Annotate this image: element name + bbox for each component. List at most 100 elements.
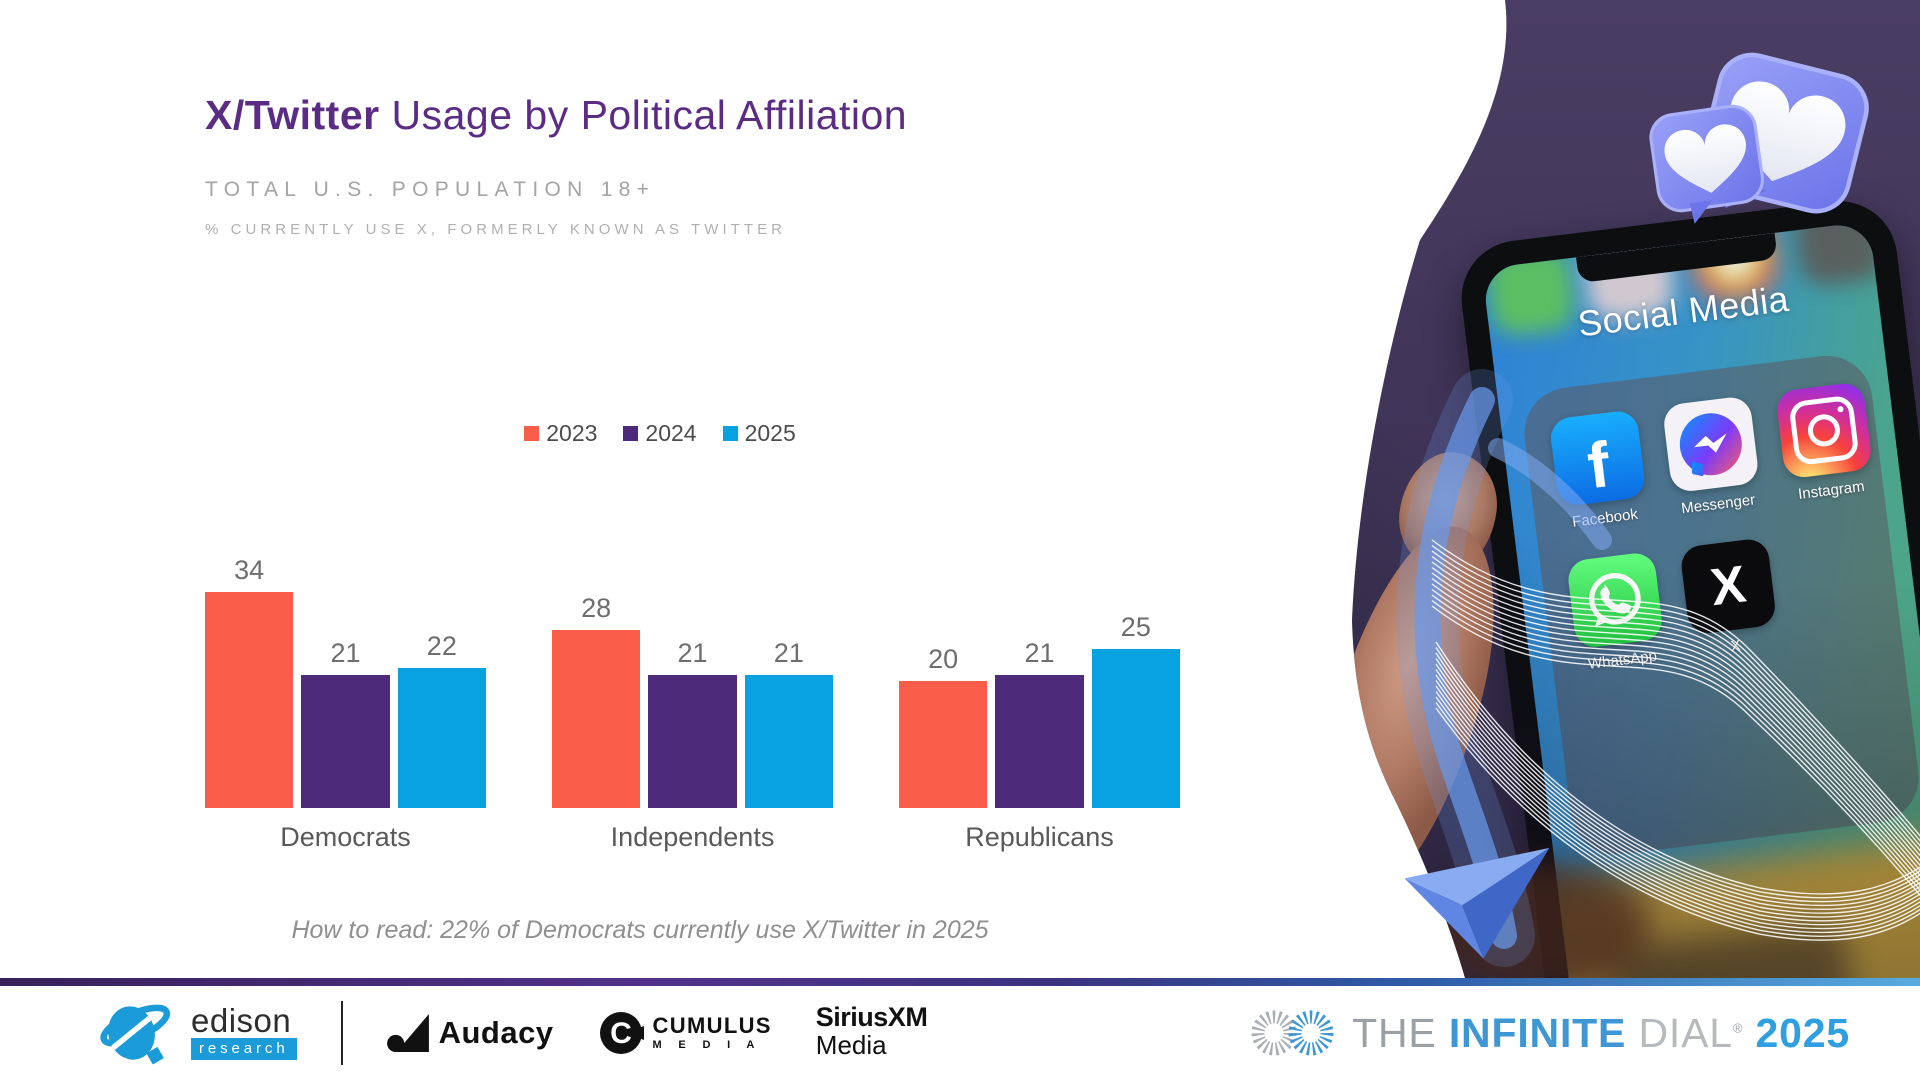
bar-2024-Democrats: 21 [301,638,390,808]
brand-registered: ® [1732,1019,1744,1035]
legend-item-2023: 2023 [524,420,597,447]
messenger-app: Messenger [1660,395,1765,518]
bar-value-label: 34 [234,555,265,585]
cumulus-wordmark: CUMULUS M E D I A [652,1012,772,1051]
legend-swatch [623,426,639,441]
legend-label: 2025 [744,420,796,446]
bar-2023-Independents: 28 [552,593,641,808]
edison-name: edison [191,1002,292,1039]
whatsapp-app-icon [1566,551,1664,649]
category-label-Republicans: Republicans [965,822,1114,852]
siriusxm-line1: SiriusXM [815,1002,928,1032]
app-label: WhatsApp [1587,647,1658,673]
bar-group-Independents: 28 21 21 [552,548,833,808]
page-title: X/Twitter Usage by Political Affiliation [205,92,907,139]
blurred-app-blob [1484,244,1578,338]
how-to-read-note: How to read: 22% of Democrats currently … [291,916,989,944]
bar-group-Democrats: 34 21 22 [205,548,486,808]
bar-value-label: 20 [928,644,959,674]
bar-value-label: 21 [1024,638,1055,668]
app-label: Facebook [1571,505,1639,531]
brand-dial: DIAL [1638,1009,1733,1056]
bar-2023-Democrats: 34 [205,555,294,808]
infinite-dial-logo: THE INFINITE DIAL® 2025 [1250,986,1850,1080]
cumulus-line1: CUMULUS [652,1012,772,1038]
x-app-icon: X [1679,537,1777,635]
bar [205,592,294,808]
bar-2025-Independents: 21 [744,638,833,808]
app-label: X [1729,637,1742,656]
whatsapp-app: WhatsApp [1564,551,1669,674]
facebook-app: f Facebook [1547,409,1652,532]
page-title-emphasis: X/Twitter [205,92,380,138]
siriusxm-media-logo: SiriusXM Media [815,1002,928,1061]
category-label-Democrats: Democrats [280,822,411,852]
big-heart-badge [1690,48,1873,236]
edison-subname: research [191,1038,297,1060]
category-label-Independents: Independents [610,822,775,852]
legend-label: 2024 [645,420,697,446]
bar-value-label: 21 [330,638,361,668]
cumulus-icon: C [599,1012,644,1054]
bar-value-label: 25 [1120,612,1151,642]
edison-wordmark: edison research [191,1002,297,1060]
audacy-logo: Audacy [386,1014,554,1052]
cumulus-line2: M E D I A [652,1038,762,1051]
blurred-app-blob [1792,221,1888,288]
cumulus-media-logo: C CUMULUS M E D I A [598,1010,772,1056]
legend-item-2025: 2025 [722,420,796,447]
brand-year: 2025 [1755,1009,1850,1056]
legend-swatch [524,426,540,441]
bar-value-label: 28 [581,593,612,623]
instagram-app-icon [1775,381,1873,479]
blurred-app-blob [1685,221,1783,307]
app-label: Instagram [1797,477,1866,503]
social-media-folder: f Facebook Messenger Instagram WhatsApp X X [1519,351,1920,860]
category-axis: Democrats Independents Republicans [205,822,1209,853]
svg-text:C: C [610,1017,632,1050]
edison-research-logo: edison research [95,996,297,1070]
bar [1091,649,1180,808]
bar-2025-Democrats: 22 [397,631,486,808]
measure-note: % CURRENTLY USE X, FORMERLY KNOWN AS TWI… [205,221,787,238]
facebook-app-icon: f [1549,409,1647,507]
infinite-dial-icon [1251,1010,1334,1056]
population-subtitle: TOTAL U.S. POPULATION 18+ [205,178,656,201]
bar [301,675,390,808]
bar [552,630,641,808]
bar-group-Republicans: 20 21 25 [899,548,1180,808]
chart-legend: 2023 2024 2025 [205,420,1115,447]
instagram-app: Instagram [1773,381,1878,504]
siriusxm-line2: Media [815,1030,887,1060]
infinite-dial-wordmark: THE INFINITE DIAL® 2025 [1352,1010,1850,1057]
page-title-rest: Usage by Political Affiliation [379,92,908,138]
messenger-app-icon [1662,395,1760,493]
small-heart-badge [1648,103,1767,228]
legend-label: 2023 [546,420,598,446]
phone-notch [1576,233,1778,283]
paper-plane-graphic [1404,847,1550,959]
bar-value-label: 21 [773,638,804,668]
bar-2024-Independents: 21 [648,638,737,808]
brand-the: THE [1352,1009,1437,1056]
blurred-app-blob [1581,228,1677,324]
brand-infinite: INFINITE [1448,1009,1627,1056]
footer-divider [0,978,1920,986]
app-label: Messenger [1680,491,1757,518]
partner-logos: edison research Audacy C C [95,986,928,1080]
wave-lines-graphic [1100,0,1920,978]
bar [995,675,1084,808]
audacy-icon [386,1014,429,1052]
bar [899,681,988,808]
like-hearts-graphic [1100,0,1920,978]
footer: edison research Audacy C C [0,986,1920,1080]
bar-value-label: 22 [426,631,457,661]
logo-separator [340,1001,343,1065]
bar [397,668,486,808]
bar-value-label: 21 [677,638,708,668]
bar [744,675,833,808]
bar-2023-Republicans: 20 [899,644,988,808]
folder-title: Social Media [1575,277,1792,345]
